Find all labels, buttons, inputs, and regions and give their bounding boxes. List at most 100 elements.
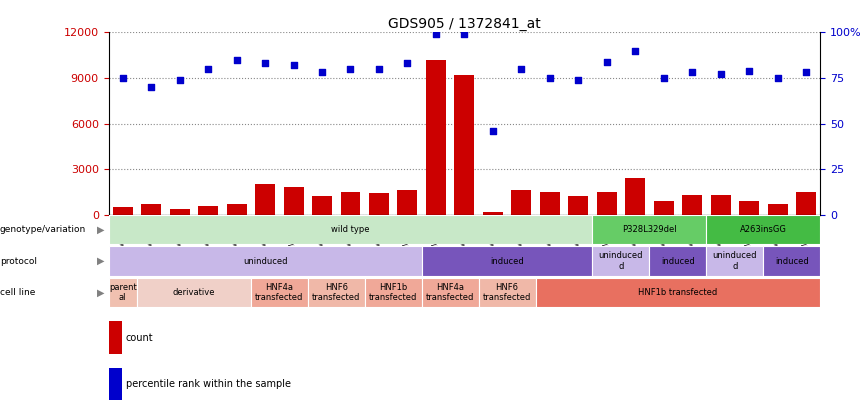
Bar (365, 278, 422, 307)
Text: GSM27152: GSM27152 (289, 215, 298, 256)
Bar (483, 211, 503, 215)
Text: GSM27207: GSM27207 (232, 215, 241, 257)
Text: uninduced
d: uninduced d (599, 252, 643, 271)
Bar (707, 246, 763, 276)
Text: GSM27151: GSM27151 (431, 215, 440, 256)
Text: GSM27160: GSM27160 (516, 215, 526, 257)
Bar (511, 190, 531, 215)
Text: induced: induced (661, 256, 694, 266)
Bar (251, 278, 308, 307)
Text: induced: induced (775, 256, 809, 266)
Text: parent
al: parent al (108, 283, 136, 302)
Text: GSM27153: GSM27153 (460, 215, 469, 257)
Bar (170, 209, 189, 215)
Text: GSM27171: GSM27171 (745, 215, 753, 256)
Text: protocol: protocol (0, 256, 37, 266)
Text: HNF6
transfected: HNF6 transfected (312, 283, 360, 302)
Point (429, 31, 443, 37)
Bar (654, 201, 674, 215)
Point (457, 31, 471, 37)
Point (201, 66, 215, 72)
Bar (108, 321, 122, 354)
Text: GSM27163: GSM27163 (659, 215, 668, 257)
Text: GSM27148: GSM27148 (403, 215, 412, 256)
Bar (593, 215, 707, 244)
Bar (141, 204, 161, 215)
Text: cell line: cell line (0, 288, 36, 297)
Text: GSM27165: GSM27165 (631, 215, 640, 257)
Text: induced: induced (490, 256, 524, 266)
Bar (198, 206, 218, 215)
Text: ▶: ▶ (96, 288, 104, 298)
Point (600, 58, 614, 65)
Bar (597, 192, 616, 215)
Bar (569, 196, 589, 215)
Text: A263insGG: A263insGG (740, 225, 786, 234)
Point (713, 71, 727, 78)
Text: GSM27204: GSM27204 (147, 215, 155, 257)
Point (685, 69, 699, 76)
Text: percentile rank within the sample: percentile rank within the sample (126, 379, 291, 390)
Bar (540, 192, 560, 215)
Text: genotype/variation: genotype/variation (0, 225, 86, 234)
Bar (137, 278, 251, 307)
Point (230, 56, 244, 63)
Text: GSM27169: GSM27169 (716, 215, 725, 257)
Bar (767, 204, 787, 215)
Bar (108, 246, 422, 276)
Bar (312, 196, 332, 215)
Text: GSM27159: GSM27159 (346, 215, 355, 257)
Text: GSM27161: GSM27161 (602, 215, 611, 256)
Text: GSM27063: GSM27063 (374, 215, 384, 257)
Bar (649, 246, 707, 276)
Point (115, 75, 129, 81)
Text: GSM27147: GSM27147 (545, 215, 555, 257)
Text: GSM27172: GSM27172 (801, 215, 811, 256)
Bar (422, 278, 478, 307)
Bar (340, 192, 360, 215)
Bar (422, 246, 593, 276)
Point (542, 75, 556, 81)
Point (372, 66, 386, 72)
Title: GDS905 / 1372841_at: GDS905 / 1372841_at (388, 17, 541, 31)
Bar (740, 201, 759, 215)
Text: wild type: wild type (332, 225, 370, 234)
Text: GSM27206: GSM27206 (204, 215, 213, 257)
Bar (108, 278, 137, 307)
Text: derivative: derivative (173, 288, 215, 297)
Point (571, 77, 585, 83)
Text: ▶: ▶ (96, 256, 104, 266)
Bar (227, 204, 247, 215)
Text: HNF1b
transfected: HNF1b transfected (369, 283, 418, 302)
Bar (707, 215, 820, 244)
Bar (108, 215, 593, 244)
Text: HNF4a
transfected: HNF4a transfected (426, 283, 474, 302)
Bar (536, 278, 820, 307)
Point (144, 84, 158, 90)
Bar (455, 75, 474, 215)
Bar (593, 246, 649, 276)
Text: ▶: ▶ (96, 224, 104, 234)
Text: HNF4a
transfected: HNF4a transfected (255, 283, 304, 302)
Point (799, 69, 813, 76)
Text: GSM27167: GSM27167 (687, 215, 697, 257)
Text: GSM27157: GSM27157 (489, 215, 497, 257)
Bar (796, 192, 816, 215)
Point (344, 66, 358, 72)
Bar (763, 246, 820, 276)
Bar (369, 194, 389, 215)
Point (515, 66, 529, 72)
Point (258, 60, 272, 66)
Bar (108, 368, 122, 400)
Point (657, 75, 671, 81)
Point (286, 62, 300, 68)
Bar (284, 187, 304, 215)
Point (486, 128, 500, 134)
Text: GSM27149: GSM27149 (574, 215, 582, 257)
Bar (426, 60, 446, 215)
Text: GSM27150: GSM27150 (260, 215, 270, 257)
Text: GSM27170: GSM27170 (773, 215, 782, 257)
Point (771, 75, 785, 81)
Text: GSM27205: GSM27205 (175, 215, 184, 257)
Point (628, 47, 642, 54)
